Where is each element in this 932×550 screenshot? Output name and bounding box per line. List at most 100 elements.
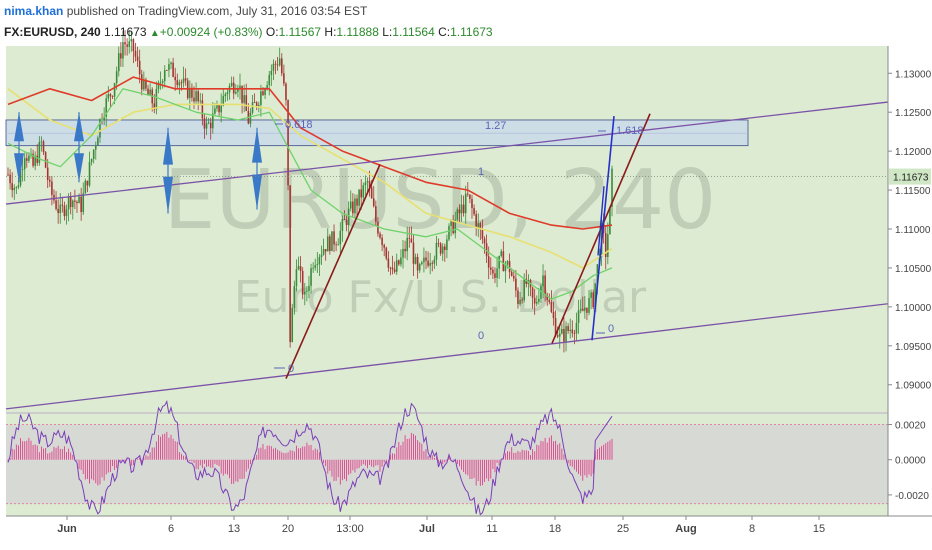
candle-body — [59, 204, 62, 214]
candle-body — [280, 58, 283, 74]
candle-body — [563, 328, 565, 342]
candle-body — [120, 53, 122, 59]
author-name[interactable]: nima.khan — [4, 4, 64, 18]
candle-body — [13, 187, 16, 191]
last-price-label: 1.11673 — [893, 173, 929, 184]
candle-body — [255, 102, 258, 107]
candle-body — [42, 141, 45, 153]
candle-body — [439, 243, 442, 254]
time-tick-label: 20 — [282, 523, 294, 535]
candle-body — [67, 196, 70, 210]
oscillator-band — [6, 424, 888, 504]
price-tick-label: 1.11500 — [895, 186, 931, 197]
candle-body — [36, 155, 39, 163]
candle-body — [567, 326, 569, 332]
candle-body — [136, 56, 139, 61]
candle-body — [303, 291, 306, 295]
candle-body — [166, 70, 168, 71]
candle-body — [262, 91, 264, 95]
candle-body — [15, 187, 18, 188]
candle-body — [349, 201, 352, 209]
candle-body — [370, 187, 373, 199]
candle-body — [318, 257, 321, 265]
time-tick-label: 11 — [486, 523, 497, 535]
candle-body — [209, 122, 212, 129]
price-tick-label: 1.12000 — [895, 147, 932, 158]
fib-label: 0 — [608, 323, 614, 335]
candle-body — [416, 256, 419, 271]
candle-body — [400, 257, 402, 265]
candle-body — [408, 237, 411, 239]
candle-body — [448, 225, 450, 240]
candle-body — [375, 206, 377, 222]
candle-body — [385, 247, 388, 259]
candle-body — [326, 236, 329, 252]
arrow-marker-icon — [14, 112, 24, 183]
publish-text: published on TradingView.com, July 31, 2… — [66, 4, 368, 18]
low-value: 1.11564 — [392, 25, 435, 39]
candle-body — [23, 158, 26, 170]
candle-body — [368, 181, 371, 188]
candle-body — [97, 137, 99, 146]
moving-average-red — [7, 76, 613, 230]
candle-body — [577, 310, 580, 323]
fib-label: 1.27 — [485, 120, 506, 132]
candle-body — [80, 196, 82, 213]
arrow-marker-icon — [74, 112, 84, 183]
candle-body — [201, 100, 204, 119]
symbol-label[interactable]: FX:EURUSD, 240 — [4, 25, 101, 39]
candle-body — [460, 204, 463, 214]
candle-body — [212, 113, 214, 129]
candle-body — [347, 208, 350, 226]
candle-body — [406, 237, 408, 252]
candle-body — [398, 260, 400, 265]
candle-body — [172, 62, 174, 77]
candle-body — [535, 301, 538, 304]
candle-body — [163, 70, 166, 82]
candle-body — [333, 231, 335, 245]
candle-body — [464, 193, 467, 214]
time-tick-label: 15 — [813, 523, 825, 535]
candle-body — [391, 267, 394, 270]
fib-label: 0 — [288, 363, 294, 375]
candle-body — [258, 104, 260, 107]
candle-body — [283, 73, 285, 84]
candle-body — [565, 326, 567, 342]
candle-body — [195, 91, 197, 102]
candle-body — [134, 51, 137, 57]
candle-body — [291, 307, 294, 343]
candle-body — [218, 104, 220, 113]
candle-body — [314, 265, 317, 268]
candle-body — [193, 97, 195, 102]
candle-body — [594, 283, 597, 308]
candle-body — [496, 268, 498, 278]
candle-body — [191, 87, 193, 98]
candle-body — [479, 223, 482, 230]
candle-body — [189, 87, 191, 99]
candle-body — [383, 244, 385, 248]
candle-body — [571, 329, 574, 334]
candle-body — [40, 141, 43, 143]
candle-body — [32, 153, 34, 166]
ohlc-legend: FX:EURUSD, 240 1.11673 ▲+0.00924 (+0.83%… — [4, 25, 493, 39]
price-tick-label: 1.09500 — [895, 342, 932, 353]
candle-body — [454, 219, 457, 234]
candle-body — [381, 237, 383, 245]
candle-body — [360, 189, 363, 198]
candle-body — [86, 180, 89, 186]
candle-body — [78, 196, 80, 204]
low-label: L: — [382, 25, 393, 39]
candle-body — [358, 189, 360, 206]
time-tick-label: 13 — [228, 523, 240, 535]
candle-body — [65, 209, 68, 217]
candle-body — [475, 214, 477, 228]
price-tick-label: 1.12500 — [895, 108, 932, 119]
candle-body — [575, 322, 578, 334]
arrow-marker-icon — [163, 127, 173, 214]
osc-tick-label: 0.0000 — [895, 456, 926, 467]
time-tick-label: 6 — [168, 523, 174, 535]
candle-body — [425, 257, 427, 261]
candle-body — [287, 100, 289, 186]
candle-body — [184, 78, 187, 81]
